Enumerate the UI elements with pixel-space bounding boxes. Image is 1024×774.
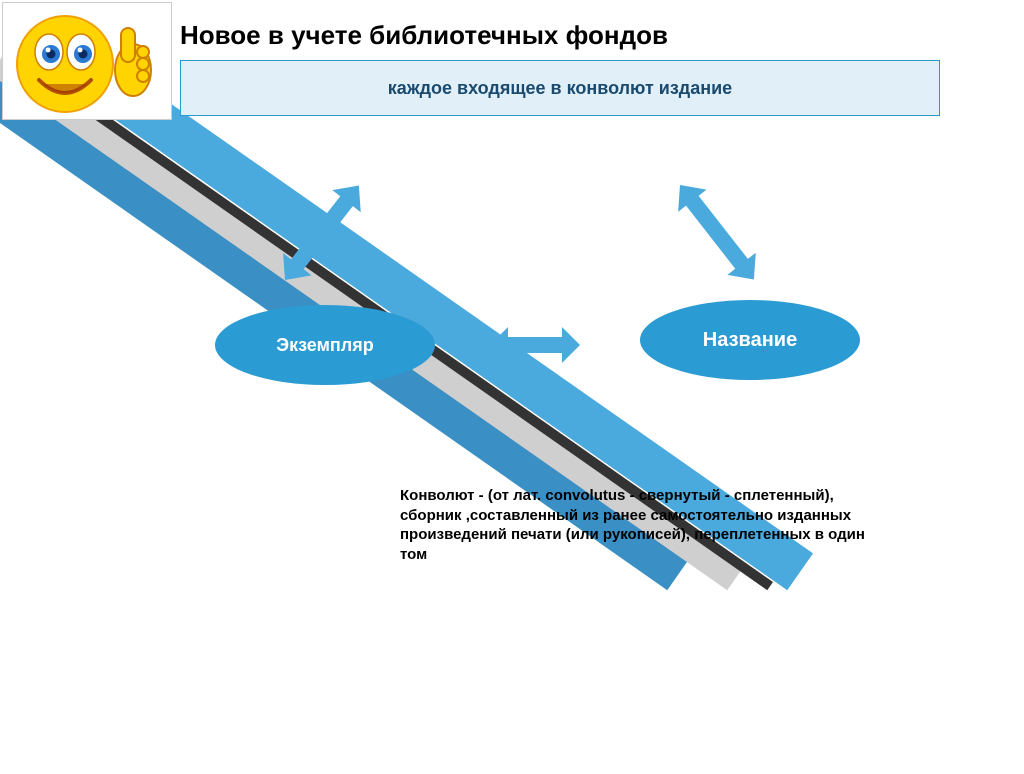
page-title: Новое в учете библиотечных фондов — [180, 20, 668, 51]
arrow-left-right — [490, 327, 580, 363]
ellipse-exemplar: Экземпляр — [215, 305, 435, 385]
arrow-top-to-left — [271, 174, 373, 291]
top-concept-label: каждое входящее в конволют издание — [388, 78, 732, 99]
definition-text: Конволют - (от лат. convolutus - свернут… — [400, 486, 880, 564]
top-concept-box: каждое входящее в конволют издание — [180, 60, 940, 116]
ellipse-exemplar-label: Экземпляр — [276, 335, 373, 356]
arrow-top-to-right — [666, 174, 768, 291]
smiley-image — [2, 2, 172, 120]
ellipse-title-label: Название — [703, 329, 797, 352]
ellipse-title: Название — [640, 300, 860, 380]
